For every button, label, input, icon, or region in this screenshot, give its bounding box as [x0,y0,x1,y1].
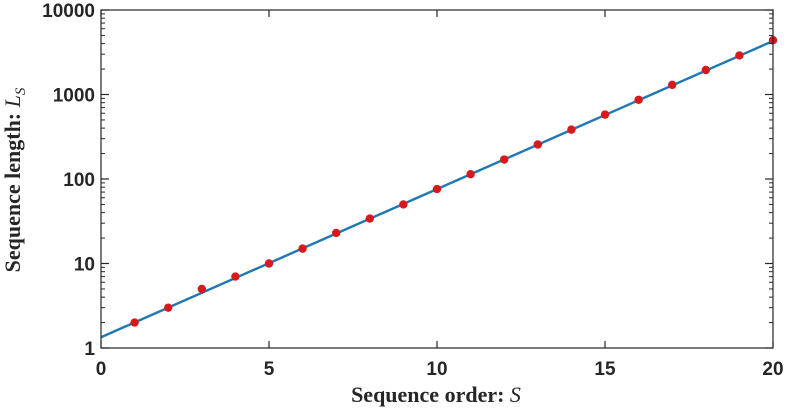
x-tick-label: 5 [264,359,275,380]
y-tick-label: 1000 [53,86,95,107]
data-point [500,155,509,164]
data-point [164,303,173,312]
x-tick-label: 10 [426,359,447,380]
plot-frame [100,9,774,349]
axes [100,9,774,349]
y-tick-label: 10000 [42,1,95,22]
data-point [466,169,475,179]
data-point [298,244,307,253]
y-tick-label: 100 [63,170,95,191]
data-point [264,259,274,268]
data-point [432,184,442,194]
x-tick-label: 15 [594,359,616,380]
data-point [399,200,408,209]
y-axis-ticks: 1 10 100 1000 10000 [42,1,773,360]
data-point [365,214,374,223]
plot-area [100,36,778,339]
data-point [600,110,610,119]
data-point [130,318,139,327]
data-point [668,80,677,90]
data-point [701,65,710,75]
data-point [332,228,341,238]
data-point [735,51,744,60]
y-tick-label: 1 [84,339,95,360]
data-point [197,284,206,294]
x-tick-label: 0 [96,359,107,380]
x-axis-ticks: 0 5 10 15 20 [96,10,784,380]
data-point [634,95,643,104]
data-point [533,140,542,149]
data-point [231,272,240,281]
y-axis-title: Sequence length: LS [0,87,29,272]
x-axis-title: Sequence order: S [351,382,521,407]
y-tick-label: 10 [74,255,95,276]
data-point [567,125,576,134]
x-tick-label: 20 [762,359,783,380]
